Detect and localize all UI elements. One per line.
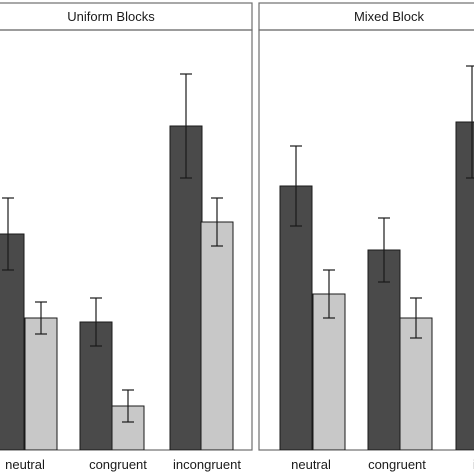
error-bar [466, 65, 474, 179]
bar [200, 221, 234, 450]
bar [169, 125, 203, 450]
panel-uniform-blocks: Uniform Blocks neutral congruent incongr… [0, 2, 253, 472]
error-bar [211, 197, 223, 247]
error-bar [122, 389, 134, 423]
panel-mixed-block: Mixed Block neutral congruent incongruen… [258, 2, 474, 472]
x-tick-label: neutral [291, 457, 331, 472]
error-bar [378, 217, 390, 283]
x-tick-label: congruent [89, 457, 147, 472]
error-bar [290, 145, 302, 227]
error-bar [410, 297, 422, 339]
x-tick-label: incongruent [173, 457, 241, 472]
x-tick-label: congruent [368, 457, 426, 472]
bar [0, 233, 25, 450]
panel-title: Uniform Blocks [67, 9, 155, 24]
bars-group [279, 65, 474, 450]
panel-header [0, 2, 253, 31]
bar [279, 185, 313, 450]
bar [399, 317, 433, 450]
bar [455, 121, 474, 450]
error-bar [90, 297, 102, 347]
panel-title: Mixed Block [354, 9, 425, 24]
bars-group [0, 73, 234, 450]
error-bar [180, 73, 192, 179]
bar [24, 317, 58, 450]
error-bar [35, 301, 47, 335]
x-tick-label: neutral [5, 457, 45, 472]
error-bar [2, 197, 14, 271]
error-bar [323, 269, 335, 319]
